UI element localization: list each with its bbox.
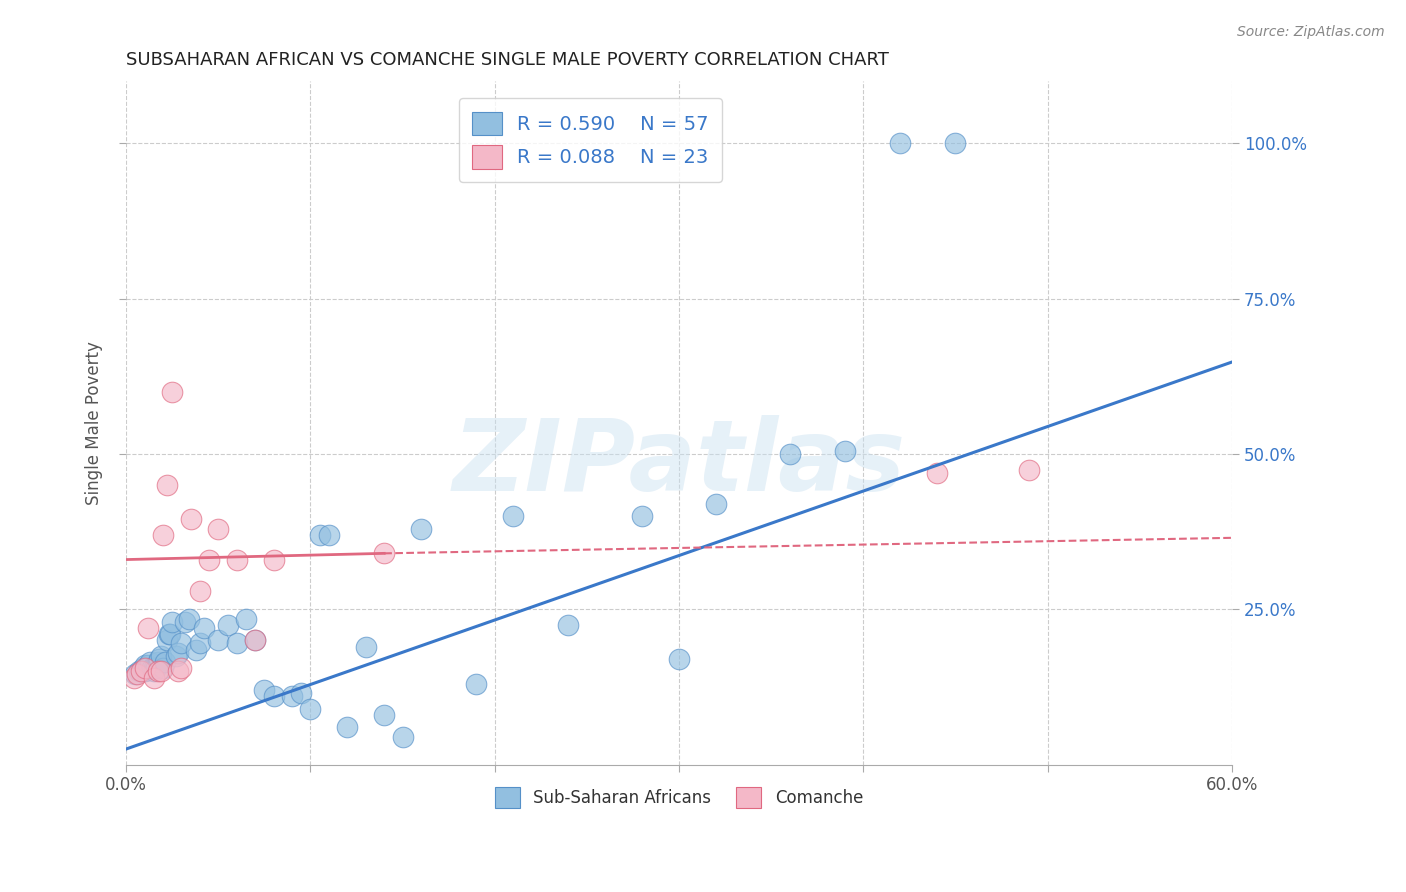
Point — [318, 527, 340, 541]
Point — [150, 665, 173, 679]
Point — [207, 633, 229, 648]
Point — [152, 661, 174, 675]
Point — [136, 621, 159, 635]
Point — [631, 509, 654, 524]
Point — [245, 633, 267, 648]
Point — [945, 136, 967, 151]
Point — [225, 552, 247, 566]
Point — [263, 552, 285, 566]
Point — [129, 665, 152, 679]
Point — [152, 527, 174, 541]
Text: Source: ZipAtlas.com: Source: ZipAtlas.com — [1237, 25, 1385, 39]
Point — [336, 720, 359, 734]
Point — [290, 686, 312, 700]
Point — [135, 661, 157, 675]
Point — [834, 443, 856, 458]
Point — [177, 611, 200, 625]
Point — [136, 658, 159, 673]
Point — [141, 661, 163, 675]
Point — [174, 615, 197, 629]
Point — [145, 661, 167, 675]
Point — [127, 667, 149, 681]
Point — [207, 521, 229, 535]
Point — [193, 621, 215, 635]
Point — [146, 655, 169, 669]
Point — [162, 615, 184, 629]
Point — [373, 546, 395, 560]
Point — [132, 661, 155, 675]
Legend: Sub-Saharan Africans, Comanche: Sub-Saharan Africans, Comanche — [488, 780, 870, 814]
Point — [253, 683, 276, 698]
Point — [225, 636, 247, 650]
Point — [156, 633, 179, 648]
Point — [159, 627, 181, 641]
Point — [170, 636, 193, 650]
Point — [150, 648, 173, 663]
Point — [170, 661, 193, 675]
Point — [465, 677, 488, 691]
Point — [299, 701, 322, 715]
Point — [139, 655, 162, 669]
Text: SUBSAHARAN AFRICAN VS COMANCHE SINGLE MALE POVERTY CORRELATION CHART: SUBSAHARAN AFRICAN VS COMANCHE SINGLE MA… — [127, 51, 889, 69]
Point — [889, 136, 911, 151]
Point — [153, 655, 176, 669]
Point — [502, 509, 524, 524]
Point — [704, 497, 727, 511]
Point — [557, 617, 579, 632]
Point — [134, 658, 156, 673]
Point — [198, 552, 221, 566]
Point — [129, 665, 152, 679]
Point — [122, 671, 145, 685]
Point — [134, 661, 156, 675]
Point — [157, 627, 180, 641]
Point — [373, 707, 395, 722]
Point — [148, 652, 170, 666]
Y-axis label: Single Male Poverty: Single Male Poverty — [86, 341, 103, 505]
Point — [142, 661, 165, 675]
Point — [188, 636, 211, 650]
Point — [245, 633, 267, 648]
Point — [180, 512, 202, 526]
Point — [308, 527, 330, 541]
Point — [124, 667, 146, 681]
Point — [162, 384, 184, 399]
Point — [142, 665, 165, 679]
Point — [128, 665, 150, 679]
Point — [409, 521, 432, 535]
Point — [142, 671, 165, 685]
Point — [391, 730, 413, 744]
Point — [217, 617, 239, 632]
Point — [134, 665, 156, 679]
Point — [166, 665, 188, 679]
Point — [188, 583, 211, 598]
Point — [1018, 462, 1040, 476]
Point — [779, 447, 801, 461]
Point — [281, 689, 304, 703]
Point — [156, 478, 179, 492]
Point — [166, 646, 188, 660]
Point — [668, 652, 690, 666]
Point — [146, 665, 169, 679]
Text: ZIPatlas: ZIPatlas — [453, 416, 905, 512]
Point — [263, 689, 285, 703]
Point — [165, 648, 187, 663]
Point — [186, 642, 208, 657]
Point — [354, 640, 377, 654]
Point — [925, 466, 948, 480]
Point — [235, 611, 257, 625]
